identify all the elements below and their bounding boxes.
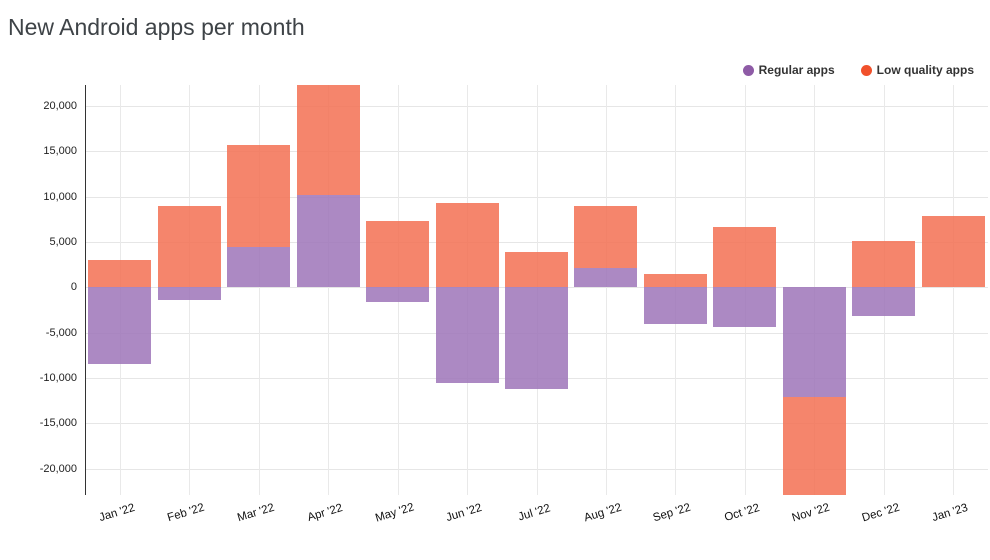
bar-segment-regular-apps[interactable] (643, 287, 707, 324)
bar-segment-low-quality-apps[interactable] (366, 221, 430, 288)
bar-segment-low-quality-apps[interactable] (505, 251, 568, 288)
y-tick-label: 10,000 (43, 190, 77, 203)
vertical-gridline (953, 85, 955, 495)
bar-segment-low-quality-apps[interactable] (713, 227, 777, 288)
x-tick-label: Jun '22 (444, 501, 484, 525)
bar-segment-low-quality-apps[interactable] (852, 241, 916, 288)
x-tick-label: May '22 (373, 501, 416, 525)
bar-segment-regular-apps[interactable] (227, 247, 291, 288)
bar-segment-low-quality-apps[interactable] (782, 397, 846, 495)
plot-area (85, 85, 988, 495)
x-tick-label: Sep '22 (652, 501, 693, 525)
bar-segment-regular-apps[interactable] (713, 287, 777, 328)
y-axis-line (85, 85, 86, 495)
bar-segment-low-quality-apps[interactable] (643, 273, 707, 288)
bar-segment-low-quality-apps[interactable] (88, 260, 152, 288)
y-tick-label: 20,000 (43, 99, 77, 112)
legend-label-low-quality-apps: Low quality apps (876, 63, 974, 77)
y-tick-label: 5,000 (49, 235, 77, 248)
x-tick-label: Feb '22 (166, 501, 207, 525)
x-tick-label: Jul '22 (516, 502, 552, 524)
chart-title: New Android apps per month (8, 14, 305, 40)
bar-segment-regular-apps[interactable] (366, 287, 430, 302)
legend-marker-low-quality-apps-icon (860, 64, 872, 76)
bar-segment-regular-apps[interactable] (782, 287, 846, 398)
x-tick-label: Jan '23 (931, 501, 970, 525)
bar-segment-low-quality-apps[interactable] (296, 85, 360, 195)
bar-segment-low-quality-apps[interactable] (574, 205, 638, 269)
legend-item-regular-apps[interactable]: Regular apps (742, 63, 835, 77)
x-tick-label: Dec '22 (860, 501, 901, 525)
y-tick-label: -20,000 (39, 462, 77, 475)
x-tick-label: Mar '22 (235, 501, 276, 525)
y-tick-label: -5,000 (45, 326, 77, 339)
bar-segment-low-quality-apps[interactable] (157, 205, 221, 288)
bar-segment-regular-apps[interactable] (88, 287, 152, 365)
y-tick-label: 0 (70, 281, 77, 294)
bar-segment-regular-apps[interactable] (296, 194, 360, 288)
bar-segment-regular-apps[interactable] (505, 287, 568, 389)
x-tick-label: Oct '22 (722, 501, 761, 525)
vertical-gridline (258, 85, 260, 495)
bar-segment-regular-apps[interactable] (157, 287, 221, 300)
bar-segment-low-quality-apps[interactable] (921, 215, 985, 288)
legend-marker-regular-apps-icon (742, 64, 754, 76)
x-tick-label: Jan '22 (97, 501, 137, 525)
bar-segment-low-quality-apps[interactable] (227, 144, 291, 248)
y-tick-label: -15,000 (39, 417, 77, 430)
bar-segment-low-quality-apps[interactable] (435, 202, 499, 288)
bar-segment-regular-apps[interactable] (574, 268, 638, 288)
bar-segment-regular-apps[interactable] (435, 287, 499, 383)
legend: Regular apps Low quality apps (742, 63, 974, 77)
bar-segment-regular-apps[interactable] (852, 287, 916, 317)
legend-label-regular-apps: Regular apps (758, 63, 835, 77)
y-tick-label: 15,000 (43, 145, 77, 158)
y-tick-label: -10,000 (39, 371, 77, 384)
x-tick-label: Aug '22 (582, 501, 624, 525)
legend-item-low-quality-apps[interactable]: Low quality apps (860, 63, 974, 77)
vertical-gridline (605, 85, 607, 495)
x-tick-label: Apr '22 (306, 501, 345, 525)
vertical-gridline (328, 85, 330, 495)
x-tick-label: Nov '22 (791, 501, 832, 525)
